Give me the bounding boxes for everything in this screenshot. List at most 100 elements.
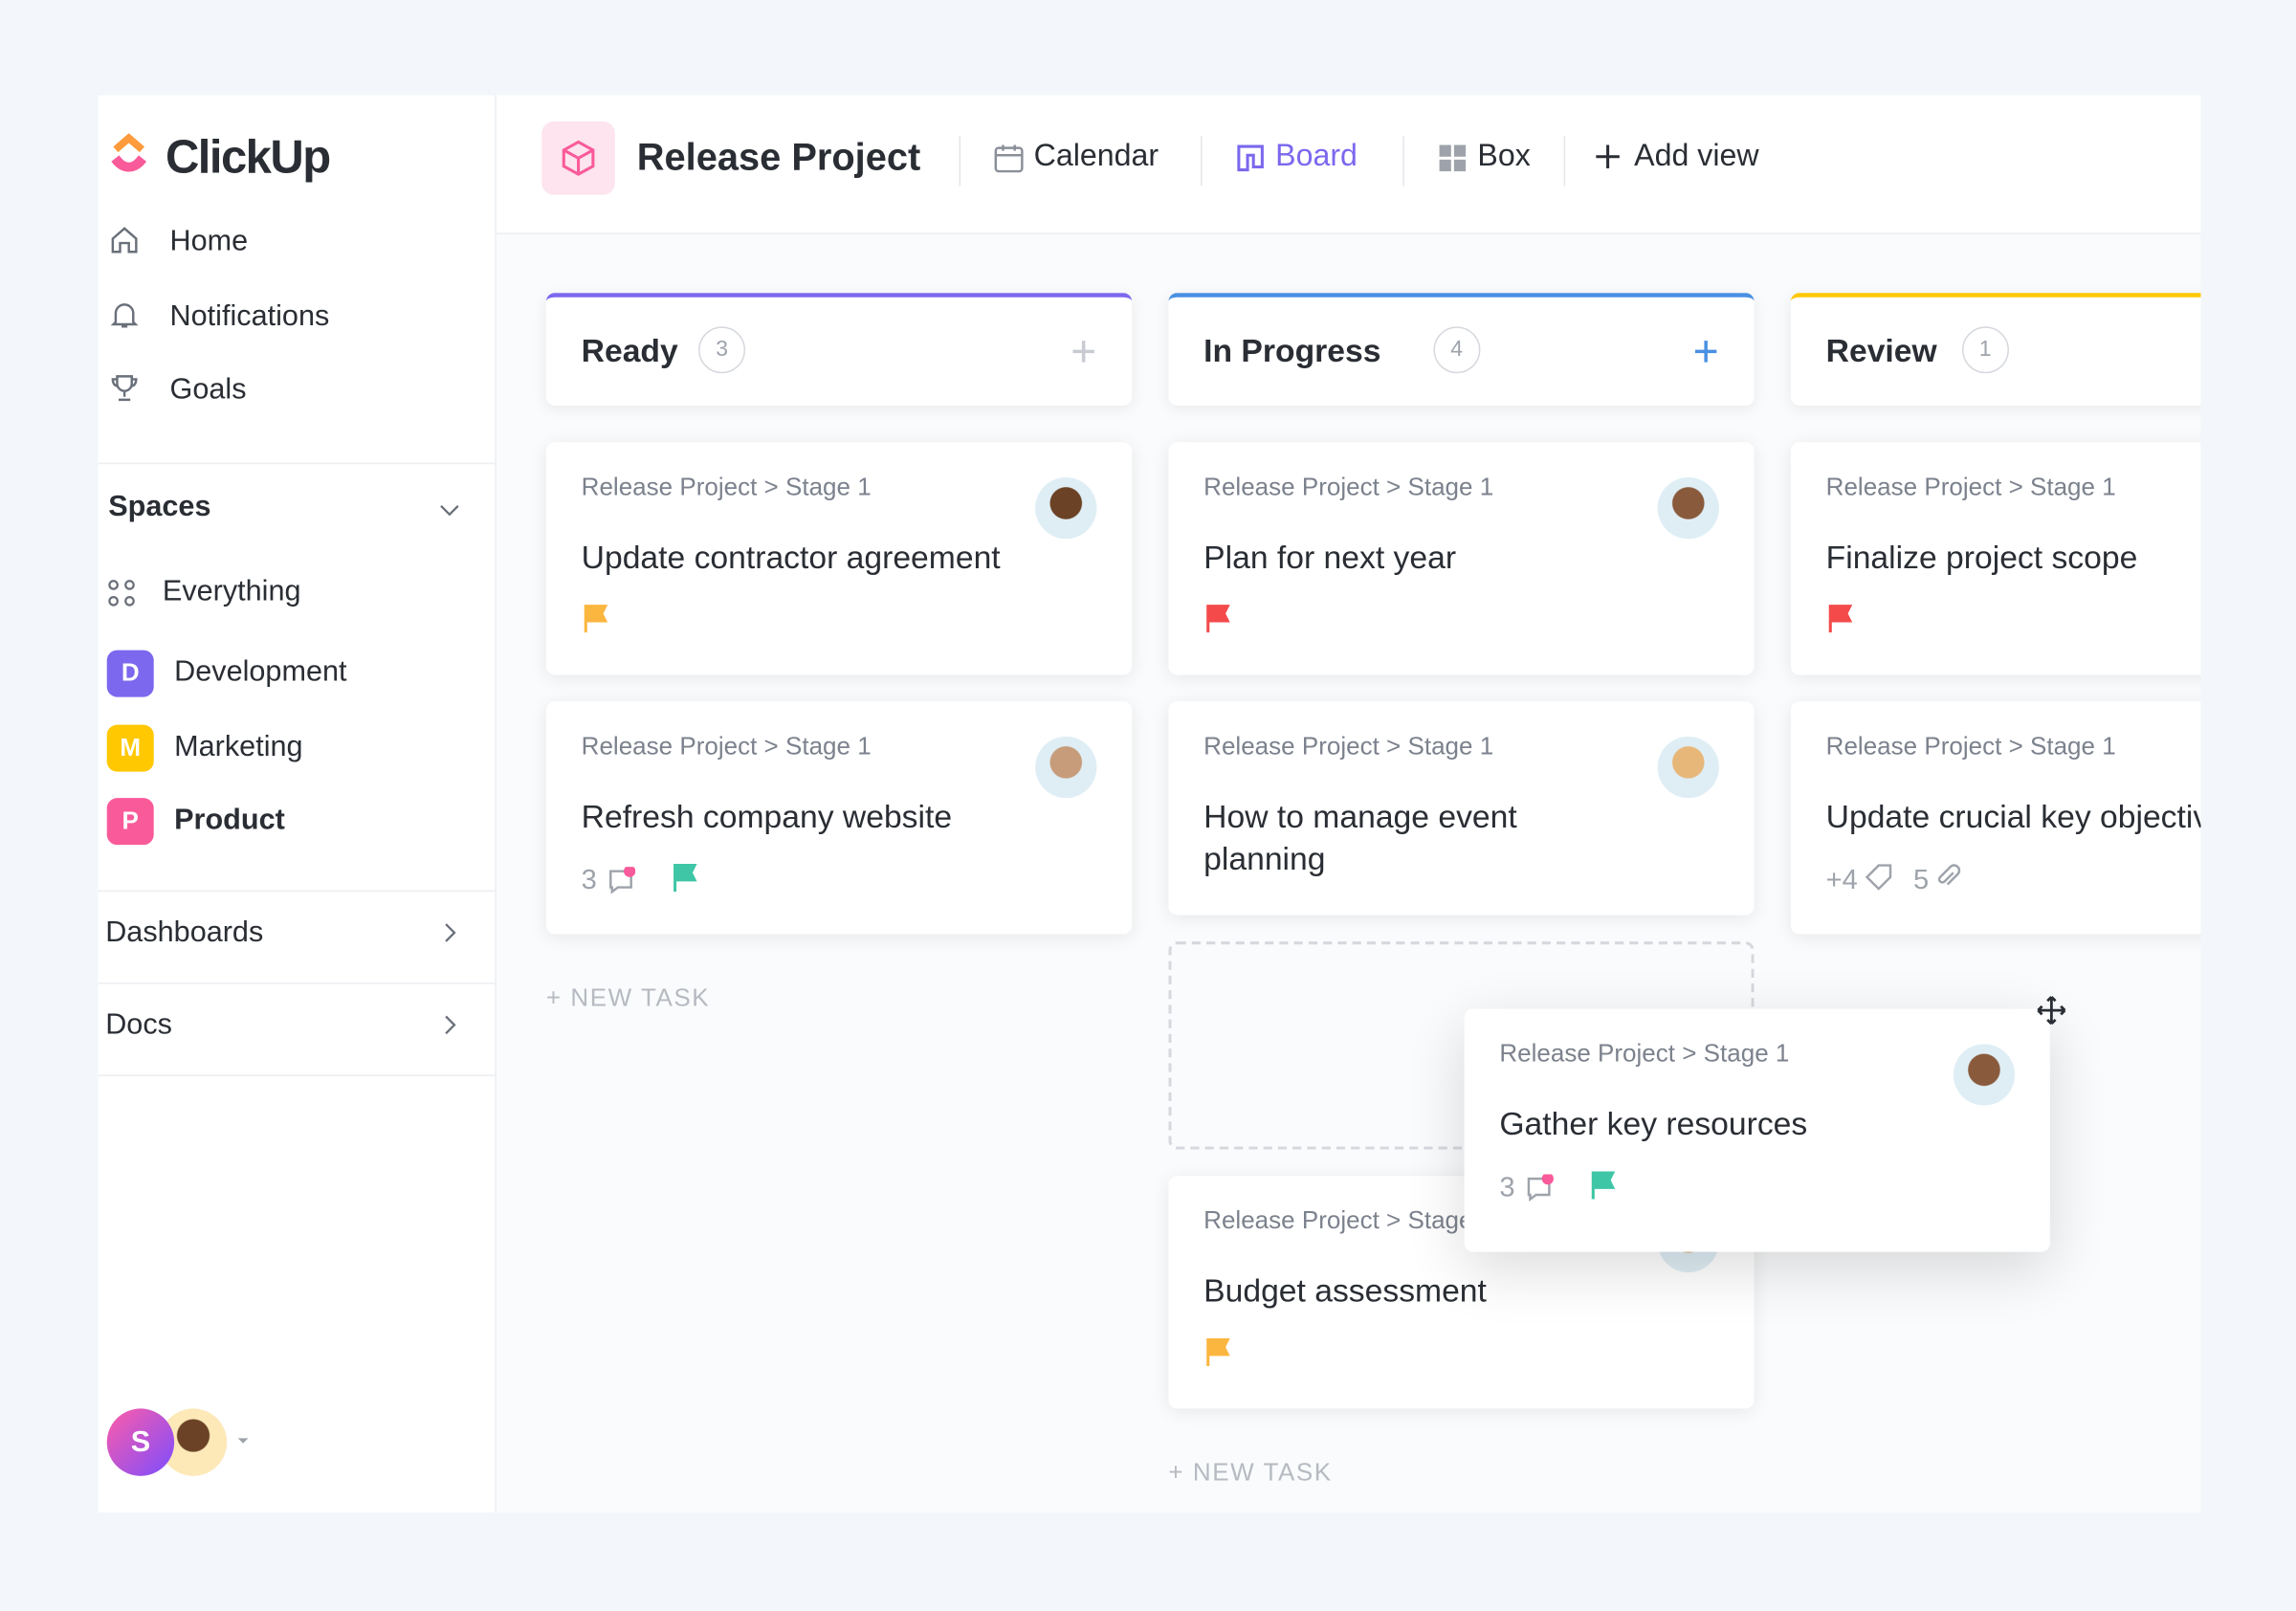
header: Release Project Calendar Board Box Add view bbox=[496, 95, 2201, 234]
app-window: ClickUp Home Notifications Goals Spaces Every… bbox=[98, 95, 2201, 1513]
comment-icon bbox=[606, 865, 635, 896]
view-tab[interactable]: Board bbox=[1275, 139, 1358, 173]
nav-icon bbox=[107, 297, 143, 332]
comment-count: 3 bbox=[581, 865, 597, 896]
chevron-down bbox=[435, 495, 465, 524]
column-title: In Progress bbox=[1203, 332, 1381, 369]
view-separator bbox=[1563, 136, 1566, 187]
space-badge: M bbox=[106, 723, 154, 771]
view-tab[interactable]: Calendar bbox=[1033, 139, 1159, 173]
priority-flag bbox=[670, 863, 699, 901]
view-separator bbox=[959, 136, 961, 187]
avatar bbox=[1035, 476, 1097, 540]
column-title: Ready bbox=[581, 332, 678, 369]
task-title: Gather key resources bbox=[1499, 1105, 1808, 1142]
nav-icon bbox=[107, 223, 143, 258]
nav-icon-glyph bbox=[111, 375, 138, 402]
move-cursor-glyph bbox=[2037, 996, 2066, 1026]
nav-item[interactable]: Notifications bbox=[169, 299, 330, 332]
task-title: Refresh company website bbox=[581, 798, 953, 835]
view-icon-glyph bbox=[1439, 144, 1467, 172]
task-footer bbox=[1826, 605, 2201, 640]
task-path: Release Project > Stage 1 bbox=[1203, 473, 1494, 501]
task-path: Release Project > Stage 1 bbox=[1825, 732, 2116, 761]
plus-icon bbox=[1590, 139, 1625, 174]
user-avatar[interactable]: S bbox=[106, 1408, 175, 1476]
task-footer bbox=[1203, 605, 1719, 640]
task-card[interactable]: Release Project > Stage 1 Update crucial … bbox=[1790, 701, 2201, 935]
caret-glyph bbox=[237, 1438, 249, 1444]
plus-icon-glyph bbox=[1596, 144, 1620, 169]
divider bbox=[98, 890, 496, 893]
new-task[interactable]: + NEW TASK bbox=[545, 983, 711, 1012]
section-item[interactable]: Dashboards bbox=[105, 916, 264, 949]
tag-icon bbox=[1864, 863, 1893, 901]
divider bbox=[98, 982, 496, 984]
view-tab[interactable]: Box bbox=[1477, 139, 1531, 173]
column-count: 4 bbox=[1433, 326, 1481, 374]
column-count: 3 bbox=[698, 326, 746, 374]
priority-flag bbox=[1203, 604, 1233, 642]
board: Ready 3 Release Project > Stage 1 Update co… bbox=[496, 233, 2201, 1513]
cube bbox=[562, 140, 595, 176]
task-title: Finalize project scope bbox=[1825, 539, 2138, 576]
attachments: 5 bbox=[1913, 863, 1961, 901]
add-task bbox=[1068, 336, 1100, 368]
task-card[interactable]: Release Project > Stage 1 Update contract… bbox=[545, 442, 1133, 675]
priority-flag bbox=[582, 604, 611, 642]
logo-text: ClickUp bbox=[165, 130, 331, 184]
avatar bbox=[1035, 736, 1097, 799]
task-card[interactable]: Release Project > Stage 1 Gather key reso… bbox=[1464, 1008, 2050, 1252]
nav-item[interactable]: Home bbox=[169, 225, 249, 258]
divider bbox=[98, 1074, 496, 1076]
add-view[interactable]: Add view bbox=[1634, 139, 1759, 173]
new-task[interactable]: + NEW TASK bbox=[1168, 1458, 1333, 1487]
column-count: 1 bbox=[1961, 326, 2009, 374]
section-item[interactable]: Docs bbox=[105, 1008, 172, 1042]
spaces-title[interactable]: Spaces bbox=[108, 490, 211, 523]
task-path: Release Project > Stage 1 bbox=[581, 732, 872, 761]
caret bbox=[232, 1430, 253, 1450]
add-task-glyph bbox=[1072, 341, 1094, 363]
add-task bbox=[1689, 336, 1722, 368]
avatar bbox=[1657, 476, 1719, 540]
task-card[interactable]: Release Project > Stage 1 Finalize projec… bbox=[1790, 442, 2201, 675]
task-card[interactable]: Release Project > Stage 1 How to manage e… bbox=[1168, 701, 1755, 916]
column: In Progress 4 Release Project > Stage 1 Pla… bbox=[1168, 293, 1755, 1488]
space-item[interactable]: Everything bbox=[162, 575, 301, 608]
space-item[interactable]: Development bbox=[174, 655, 347, 689]
task-title: Update crucial key objectives bbox=[1825, 798, 2201, 835]
view-icon bbox=[1233, 141, 1269, 176]
comment-count: 3 bbox=[1499, 1173, 1515, 1204]
view-icon-glyph bbox=[994, 144, 1024, 173]
avatar bbox=[1953, 1044, 2016, 1106]
task-footer: 3 bbox=[582, 864, 1097, 899]
avatar bbox=[1657, 736, 1719, 799]
column-header: Ready 3 bbox=[545, 293, 1133, 406]
chevron-right-glyph bbox=[445, 1015, 456, 1035]
sidebar: ClickUp Home Notifications Goals Spaces Every… bbox=[98, 95, 497, 1513]
task-card[interactable]: Release Project > Stage 1 Plan for next y… bbox=[1168, 442, 1755, 675]
task-path: Release Project > Stage 1 bbox=[1203, 1206, 1494, 1235]
chevron-right-glyph bbox=[445, 923, 456, 942]
everything-icon bbox=[105, 577, 138, 609]
attachment-count: 5 bbox=[1912, 865, 1930, 896]
everything-icon-glyph bbox=[108, 580, 135, 607]
space-item[interactable]: Marketing bbox=[174, 730, 303, 762]
task-card[interactable]: Release Project > Stage 1 Refresh company… bbox=[545, 701, 1133, 935]
view-icon bbox=[1435, 141, 1470, 176]
tag-count: +4 bbox=[1825, 865, 1858, 896]
task-path: Release Project > Stage 1 bbox=[1203, 732, 1494, 761]
space-item[interactable]: Product bbox=[174, 804, 285, 836]
space-badge: P bbox=[106, 798, 154, 846]
column-header: Review 1 bbox=[1790, 293, 2201, 406]
comments: 3 bbox=[1499, 1173, 1554, 1205]
nav-item[interactable]: Goals bbox=[169, 373, 247, 406]
task-footer: 3 bbox=[1499, 1171, 2015, 1206]
project-title: Release Project bbox=[636, 134, 921, 179]
view-separator bbox=[1201, 136, 1203, 187]
task-path: Release Project > Stage 1 bbox=[581, 473, 872, 501]
view-icon-glyph bbox=[1237, 144, 1264, 172]
